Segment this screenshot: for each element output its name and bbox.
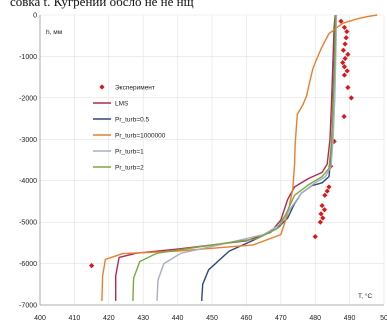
data-point: [342, 55, 348, 62]
x-tick-label: 470: [275, 315, 287, 322]
legend-label: Эксперимент: [115, 84, 155, 91]
data-point: [318, 211, 324, 217]
x-tick-label: 440: [172, 315, 184, 322]
x-tick-label: 450: [206, 315, 218, 322]
legend: Эксперимент LMS Pr_turb=0.5 Pr_turb=1000000…: [93, 84, 166, 171]
series-1: [114, 14, 336, 301]
y-tick-label: -2000: [19, 95, 37, 102]
data-point: [340, 60, 346, 66]
y-tick-label: -1000: [19, 54, 37, 61]
legend-item: Pr_turb=2: [93, 164, 144, 171]
legend-label: Pr_turb=1000000: [115, 132, 166, 139]
series-line: [156, 14, 338, 301]
legend-item: Pr_turb=0.5: [93, 116, 150, 123]
legend-item: LMS: [93, 100, 129, 107]
series-line: [114, 14, 336, 301]
data-point: [326, 184, 332, 190]
data-point: [341, 64, 348, 70]
grid-lines: [39, 14, 385, 306]
data-point: [341, 72, 348, 78]
x-tick-label: 460: [241, 315, 253, 322]
y-tick-label: -5000: [19, 220, 37, 227]
series-line: [101, 14, 378, 301]
series-4: [156, 14, 338, 301]
y-tick-label: 0: [33, 13, 37, 20]
data-point: [342, 41, 348, 47]
y-tick-label: -7000: [19, 303, 37, 310]
x-tick-label: 490: [344, 315, 356, 322]
series-5: [132, 14, 337, 301]
x-axis-label: T, °C: [358, 292, 372, 300]
x-tick-label: 420: [103, 315, 115, 322]
data-point: [322, 192, 328, 198]
x-tick-label: 430: [137, 315, 149, 322]
series-3: [101, 14, 378, 301]
x-tick-label: 400: [34, 315, 46, 322]
x-tick-label: 410: [69, 315, 81, 322]
series-line: [132, 14, 337, 301]
legend-item: Pr_turb=1000000: [93, 132, 166, 139]
legend-item: Эксперимент: [99, 84, 155, 91]
data-point: [340, 47, 347, 53]
data-point: [320, 215, 326, 221]
data-point: [319, 202, 325, 209]
axes: [39, 15, 384, 306]
data-point: [345, 84, 351, 91]
y-tick-label: -4000: [19, 178, 37, 185]
data-point: [312, 234, 318, 240]
data-point: [341, 24, 348, 31]
legend-item: Pr_turb=1: [93, 148, 144, 155]
data-point: [324, 188, 330, 194]
y-axis-label: h, мм: [46, 29, 63, 36]
y-tick-label: -6000: [19, 261, 37, 268]
x-tick-label: 50: [380, 315, 387, 322]
series-group: [89, 14, 378, 301]
tick-labels: 400 410 420 430 440 450 460 470 480 490 500-1000-2…: [19, 13, 387, 323]
data-point: [348, 95, 354, 101]
data-point: [338, 18, 344, 24]
legend-label: LMS: [115, 100, 129, 107]
data-point: [341, 113, 347, 120]
data-point: [344, 68, 350, 74]
legend-label: Pr_turb=2: [115, 164, 144, 171]
header-text: совка t. Кугрений обсло не не нщ: [10, 0, 194, 9]
cropped-header-text: совка t. Кугрений обсло не не нщ: [0, 0, 387, 12]
data-point: [344, 28, 350, 35]
data-point: [343, 35, 349, 41]
series-0: [89, 18, 354, 269]
legend-label: Pr_turb=1: [115, 148, 144, 155]
x-tick-label: 480: [309, 315, 321, 322]
y-tick-label: -3000: [19, 137, 37, 144]
data-point: [317, 219, 323, 225]
data-point: [89, 263, 95, 269]
legend-label: Pr_turb=0.5: [115, 116, 150, 123]
data-point: [321, 207, 328, 213]
legend-marker: [99, 84, 105, 90]
data-point: [345, 51, 351, 57]
